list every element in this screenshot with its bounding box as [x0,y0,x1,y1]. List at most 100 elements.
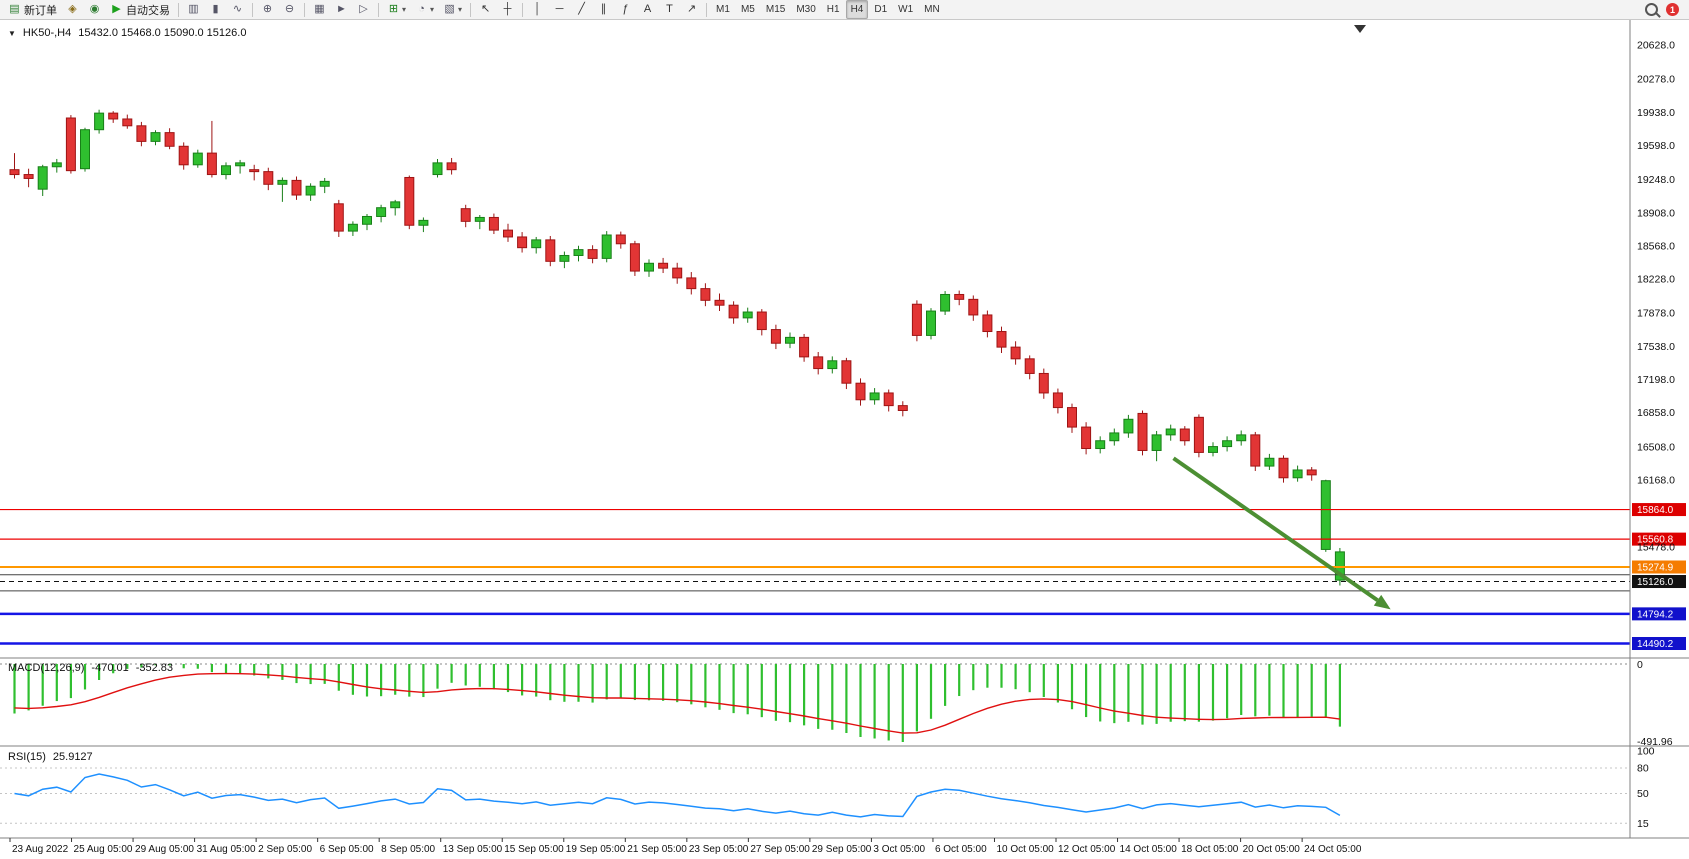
trend-arrow-line[interactable] [1172,456,1379,602]
support-line-1-badge [1632,607,1686,621]
chart-shift-button[interactable]: ▷ [353,0,374,19]
bid-price-line-badge-label: 15126.0 [1637,577,1674,588]
price-axis-label: 18228.0 [1637,274,1675,286]
community-button[interactable]: ◉ [84,0,105,19]
price-axis-label: 20278.0 [1637,74,1675,86]
resistance-line-1-badge-label: 15864.0 [1637,505,1674,516]
new-order-button[interactable]: ▤ 新订单 [4,0,61,19]
candle-bull [940,293,951,312]
chart-title: ▼ HK50-,H4 15432.0 15468.0 15090.0 15126… [8,27,246,39]
candle-bear [1038,372,1049,394]
candle-bull [869,392,880,401]
autotrading-button[interactable]: ▶ 自动交易 [106,0,174,19]
timeframe-d1-button[interactable]: D1 [874,4,888,15]
periods-icon: ◔ [418,3,425,15]
fibonacci-button[interactable]: ƒ [615,0,636,19]
candle-bull [474,216,485,222]
chart-shift-marker[interactable] [1354,25,1366,33]
candle-bear [1024,358,1035,374]
rsi-indicator-label: RSI(15) 25.9127 [8,751,93,763]
macd-axis-min-label: -491.96 [1637,736,1673,748]
arrows-button[interactable]: ↗ [681,0,702,19]
candle-bear [587,249,598,259]
candle-bull [418,219,429,226]
candle-bear [1278,457,1289,479]
timeframe-m15-button[interactable]: M15 [765,4,786,15]
chart-canvas[interactable]: 15864.0 15560.8 15274.9 15126.0 14794.2 14490… [0,20,1689,859]
horizontal-line-button[interactable]: ─ [549,0,570,19]
trendline-button[interactable]: ╱ [571,0,592,19]
candle-bear [1179,428,1190,442]
support-line-1-badge-label: 14794.2 [1637,609,1674,620]
line-chart-button[interactable]: ∿ [227,0,248,19]
candlestick-button[interactable]: ▮ [205,0,226,19]
price-axis-label: 19248.0 [1637,174,1675,186]
macd-signal-value: -352.83 [135,662,174,674]
candle-bull [827,360,838,370]
templates-button[interactable]: ▧ ▾ [439,0,466,19]
zoom-out-icon: ⊖ [284,3,295,15]
pivot-line-badge [1632,560,1686,574]
crosshair-button[interactable]: ┼ [497,0,518,19]
price-axis-label: 18568.0 [1637,240,1675,252]
timeframe-m1-button[interactable]: M1 [716,4,730,15]
timeframe-w1-button[interactable]: W1 [898,4,914,15]
candle-bear [855,382,866,401]
zoom-in-button[interactable]: ⊕ [257,0,278,19]
chart-shift-icon: ▷ [359,3,368,15]
timeframe-h1-button[interactable]: H1 [826,4,840,15]
search-icon[interactable] [1645,3,1658,16]
channel-button[interactable]: ∥ [593,0,614,19]
candle-bear [178,145,189,166]
autotrading-play-icon: ▶ [112,3,121,15]
price-axis-label: 16858.0 [1637,407,1675,419]
timeframe-mn-button[interactable]: MN [924,4,940,15]
candle-bull [432,162,443,176]
metaeditor-icon: ◈ [68,3,77,15]
candle-bear [714,299,725,306]
time-axis-label: 21 Sep 05:00 [627,844,687,855]
channel-icon: ∥ [600,3,607,15]
crosshair-icon: ┼ [503,3,512,15]
candle-bull [1165,428,1176,436]
bar-chart-button[interactable]: ▥ [183,0,204,19]
macd-indicator-label: MACD(12,26,9) -470.01 -352.83 [8,662,173,674]
candle-bull [277,179,288,185]
indicators-button[interactable]: ⊞ ▾ [383,0,410,19]
periods-button[interactable]: ◔ ▾ [411,0,438,19]
caret-down-icon: ▾ [458,5,463,14]
candle-bull [1208,446,1218,453]
quick-trade-toggle-icon[interactable]: ▼ [8,28,16,38]
price-axis-label: 19598.0 [1637,140,1675,152]
candle-bear [164,132,175,147]
candle-bear [728,304,739,319]
notification-badge[interactable]: 1 [1666,3,1679,16]
candle-bull [1151,434,1162,451]
timeframe-m30-button[interactable]: M30 [796,4,816,15]
label-button[interactable]: T [659,0,680,19]
candle-bull [51,162,62,168]
time-axis-label: 18 Oct 05:00 [1181,844,1239,855]
timeframe-m5-button[interactable]: M5 [740,4,755,15]
candle-bear [686,277,697,290]
timeframe-h4-button[interactable]: H4 [845,0,869,19]
candle-bull [785,336,795,344]
candle-bear [615,234,626,245]
cursor-button[interactable]: ↖ [475,0,496,19]
metaeditor-button[interactable]: ◈ [62,0,83,19]
text-button[interactable]: A [637,0,658,19]
time-axis-label: 10 Oct 05:00 [996,844,1054,855]
tile-windows-button[interactable]: ▦ [309,0,330,19]
bar-chart-icon: ▥ [188,3,199,15]
candle-bear [136,125,147,142]
candle-bull [926,310,936,336]
vertical-line-button[interactable]: │ [527,0,548,19]
pivot-line-badge-label: 15274.9 [1637,562,1674,573]
auto-scroll-button[interactable]: ► [331,0,352,19]
candle-bull [235,162,246,167]
time-axis-label: 31 Aug 05:00 [197,844,256,855]
time-axis-label: 3 Oct 05:00 [873,844,925,855]
rsi-value: 25.9127 [52,751,93,763]
zoom-out-button[interactable]: ⊖ [279,0,300,19]
candle-bear [446,162,457,171]
